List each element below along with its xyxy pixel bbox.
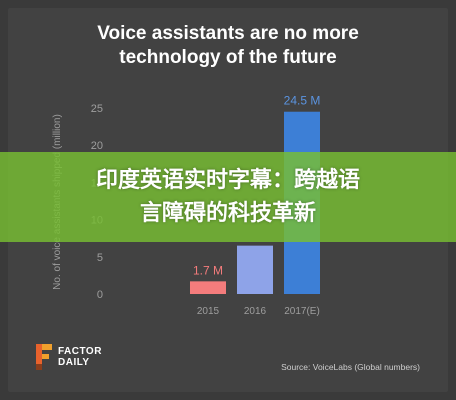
- x-tick-label: 2016: [244, 306, 267, 317]
- y-tick-label: 5: [97, 252, 103, 264]
- x-axis: 2015 2016 2017(E): [197, 306, 320, 317]
- overlay-banner-line-1: 印度英语实时字幕：跨越语: [95, 168, 360, 193]
- source-note: Source: VoiceLabs (Global numbers): [281, 362, 420, 372]
- brand-logo: FACTOR DAILY: [34, 342, 124, 372]
- factor-daily-logo-icon: [36, 344, 52, 370]
- overlay-banner-line-2: 言障碍的科技革新: [139, 201, 316, 226]
- y-tick-label: 25: [91, 103, 103, 115]
- overlay-banner: 印度英语实时字幕：跨越语 言障碍的科技革新: [0, 152, 456, 242]
- x-tick-label: 2015: [197, 306, 220, 317]
- x-tick-label: 2017(E): [284, 306, 320, 317]
- chart-title-line-1: Voice assistants are no more: [97, 23, 359, 44]
- brand-name-line-2: DAILY: [58, 357, 90, 368]
- bar-2015: [190, 281, 226, 294]
- brand-name: FACTOR DAILY: [58, 346, 102, 368]
- brand-name-line-1: FACTOR: [58, 346, 102, 357]
- data-labels: 1.7 M 24.5 M: [193, 94, 320, 278]
- chart-title-line-2: technology of the future: [119, 47, 337, 68]
- y-tick-label: 20: [91, 140, 103, 152]
- data-label: 1.7 M: [193, 263, 223, 277]
- chart-title: Voice assistants are no more technology …: [0, 22, 456, 70]
- data-label: 24.5 M: [284, 94, 321, 108]
- bar-2016: [237, 245, 273, 294]
- y-tick-label: 0: [97, 289, 103, 301]
